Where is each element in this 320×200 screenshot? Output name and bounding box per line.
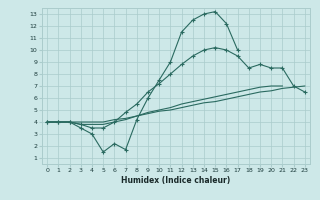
X-axis label: Humidex (Indice chaleur): Humidex (Indice chaleur): [121, 176, 231, 185]
